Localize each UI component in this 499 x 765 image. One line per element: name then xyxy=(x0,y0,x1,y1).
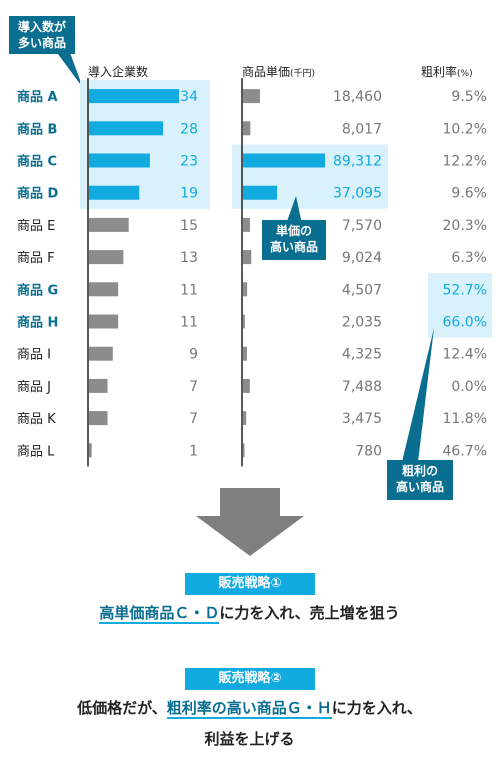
price-value: 89,312 xyxy=(333,154,382,170)
product-label: 商品 C xyxy=(17,154,57,170)
margin-value: 12.2% xyxy=(443,154,487,170)
product-label: 商品 E xyxy=(17,219,55,234)
callout-companies: 導入数が 多い商品 xyxy=(9,16,75,54)
price-bar xyxy=(243,153,325,168)
companies-bar xyxy=(89,314,119,329)
price-bar xyxy=(243,282,248,297)
margin-value: 66.0% xyxy=(443,315,487,331)
product-label: 商品 L xyxy=(17,444,55,459)
strategy-1-text: 高単価商品Ｃ・Ｄに力を入れ、売上増を狙う xyxy=(99,604,400,624)
margin-value: 20.3% xyxy=(443,218,487,234)
strategy-1-label: 販売戦略① xyxy=(185,573,315,595)
price-bar xyxy=(243,250,252,265)
header-margin: 粗利率(%) xyxy=(421,65,473,79)
product-label: 商品 B xyxy=(17,121,57,137)
companies-bar xyxy=(89,153,150,168)
companies-value: 7 xyxy=(189,411,198,427)
down-arrow-icon xyxy=(196,488,304,556)
price-value: 2,035 xyxy=(342,315,382,331)
companies-value: 9 xyxy=(189,347,198,363)
companies-bar xyxy=(89,217,129,232)
margin-value: 0.0% xyxy=(451,379,487,395)
price-bar xyxy=(243,89,260,104)
companies-bar xyxy=(89,89,179,104)
companies-bar xyxy=(89,185,140,200)
price-bar xyxy=(243,121,251,136)
price-value: 37,095 xyxy=(333,186,382,202)
price-bar xyxy=(243,411,247,426)
header-price: 商品単価(千円) xyxy=(242,65,316,79)
price-value: 9,024 xyxy=(342,250,382,266)
price-value: 7,570 xyxy=(342,218,382,234)
margin-value: 12.4% xyxy=(443,347,487,363)
companies-value: 15 xyxy=(180,218,198,234)
companies-value: 28 xyxy=(180,121,198,137)
companies-bar xyxy=(89,411,108,426)
strategy-2-text-line2: 利益を上げる xyxy=(204,730,295,748)
companies-bar xyxy=(89,443,92,458)
margin-value: 46.7% xyxy=(443,443,487,459)
product-label: 商品 D xyxy=(17,186,59,202)
strategy-2-label: 販売戦略② xyxy=(185,668,315,690)
companies-bar xyxy=(89,378,108,393)
companies-value: 34 xyxy=(180,89,198,105)
callout-price: 単価の 高い商品 xyxy=(262,220,326,260)
price-bar xyxy=(243,185,278,200)
price-value: 8,017 xyxy=(342,121,382,137)
price-value: 18,460 xyxy=(333,89,382,105)
product-label: 商品 F xyxy=(17,251,55,266)
companies-value: 11 xyxy=(180,282,198,298)
margin-value: 9.6% xyxy=(451,186,487,202)
price-bar xyxy=(243,443,245,458)
margin-value: 9.5% xyxy=(451,89,487,105)
header-companies: 導入企業数 xyxy=(88,65,149,79)
margin-value: 11.8% xyxy=(443,411,487,427)
callout-companies-pointer xyxy=(55,50,83,88)
price-bar xyxy=(243,346,247,361)
product-label: 商品 J xyxy=(17,380,51,395)
product-label: 商品 I xyxy=(17,348,51,363)
price-value: 7,488 xyxy=(342,379,382,395)
product-chart: 商品 A 34 18,460 9.5% 商品 B 28 8,017 10.2% 商品 C 23 89… xyxy=(17,78,492,467)
price-bar xyxy=(243,314,245,329)
companies-bar xyxy=(89,121,164,136)
product-label: 商品 G xyxy=(17,282,58,298)
companies-value: 19 xyxy=(180,186,198,202)
companies-value: 13 xyxy=(180,250,198,266)
margin-value: 6.3% xyxy=(451,250,487,266)
price-value: 4,325 xyxy=(342,347,382,363)
callout-margin: 粗利の 高い商品 xyxy=(387,460,453,500)
companies-bar xyxy=(89,282,119,297)
companies-value: 1 xyxy=(189,443,198,459)
callout-price-pointer xyxy=(286,196,302,224)
companies-value: 7 xyxy=(189,379,198,395)
companies-bar xyxy=(89,346,113,361)
price-bar xyxy=(243,217,250,232)
companies-value: 11 xyxy=(180,315,198,331)
strategy-2-text: 低価格だが、粗利率の高い商品Ｇ・Ｈに力を入れ、 xyxy=(77,699,422,719)
price-value: 3,475 xyxy=(342,411,382,427)
companies-value: 23 xyxy=(180,154,198,170)
margin-highlight-band xyxy=(428,273,492,338)
price-bar xyxy=(243,378,250,393)
product-label: 商品 H xyxy=(17,315,58,331)
price-value: 4,507 xyxy=(342,282,382,298)
price-value: 780 xyxy=(355,443,382,459)
product-label: 商品 K xyxy=(17,412,56,427)
margin-value: 52.7% xyxy=(443,282,487,298)
companies-bar xyxy=(89,250,124,265)
product-label: 商品 A xyxy=(17,89,58,105)
margin-value: 10.2% xyxy=(443,121,487,137)
callout-margin-pointer xyxy=(402,328,434,462)
